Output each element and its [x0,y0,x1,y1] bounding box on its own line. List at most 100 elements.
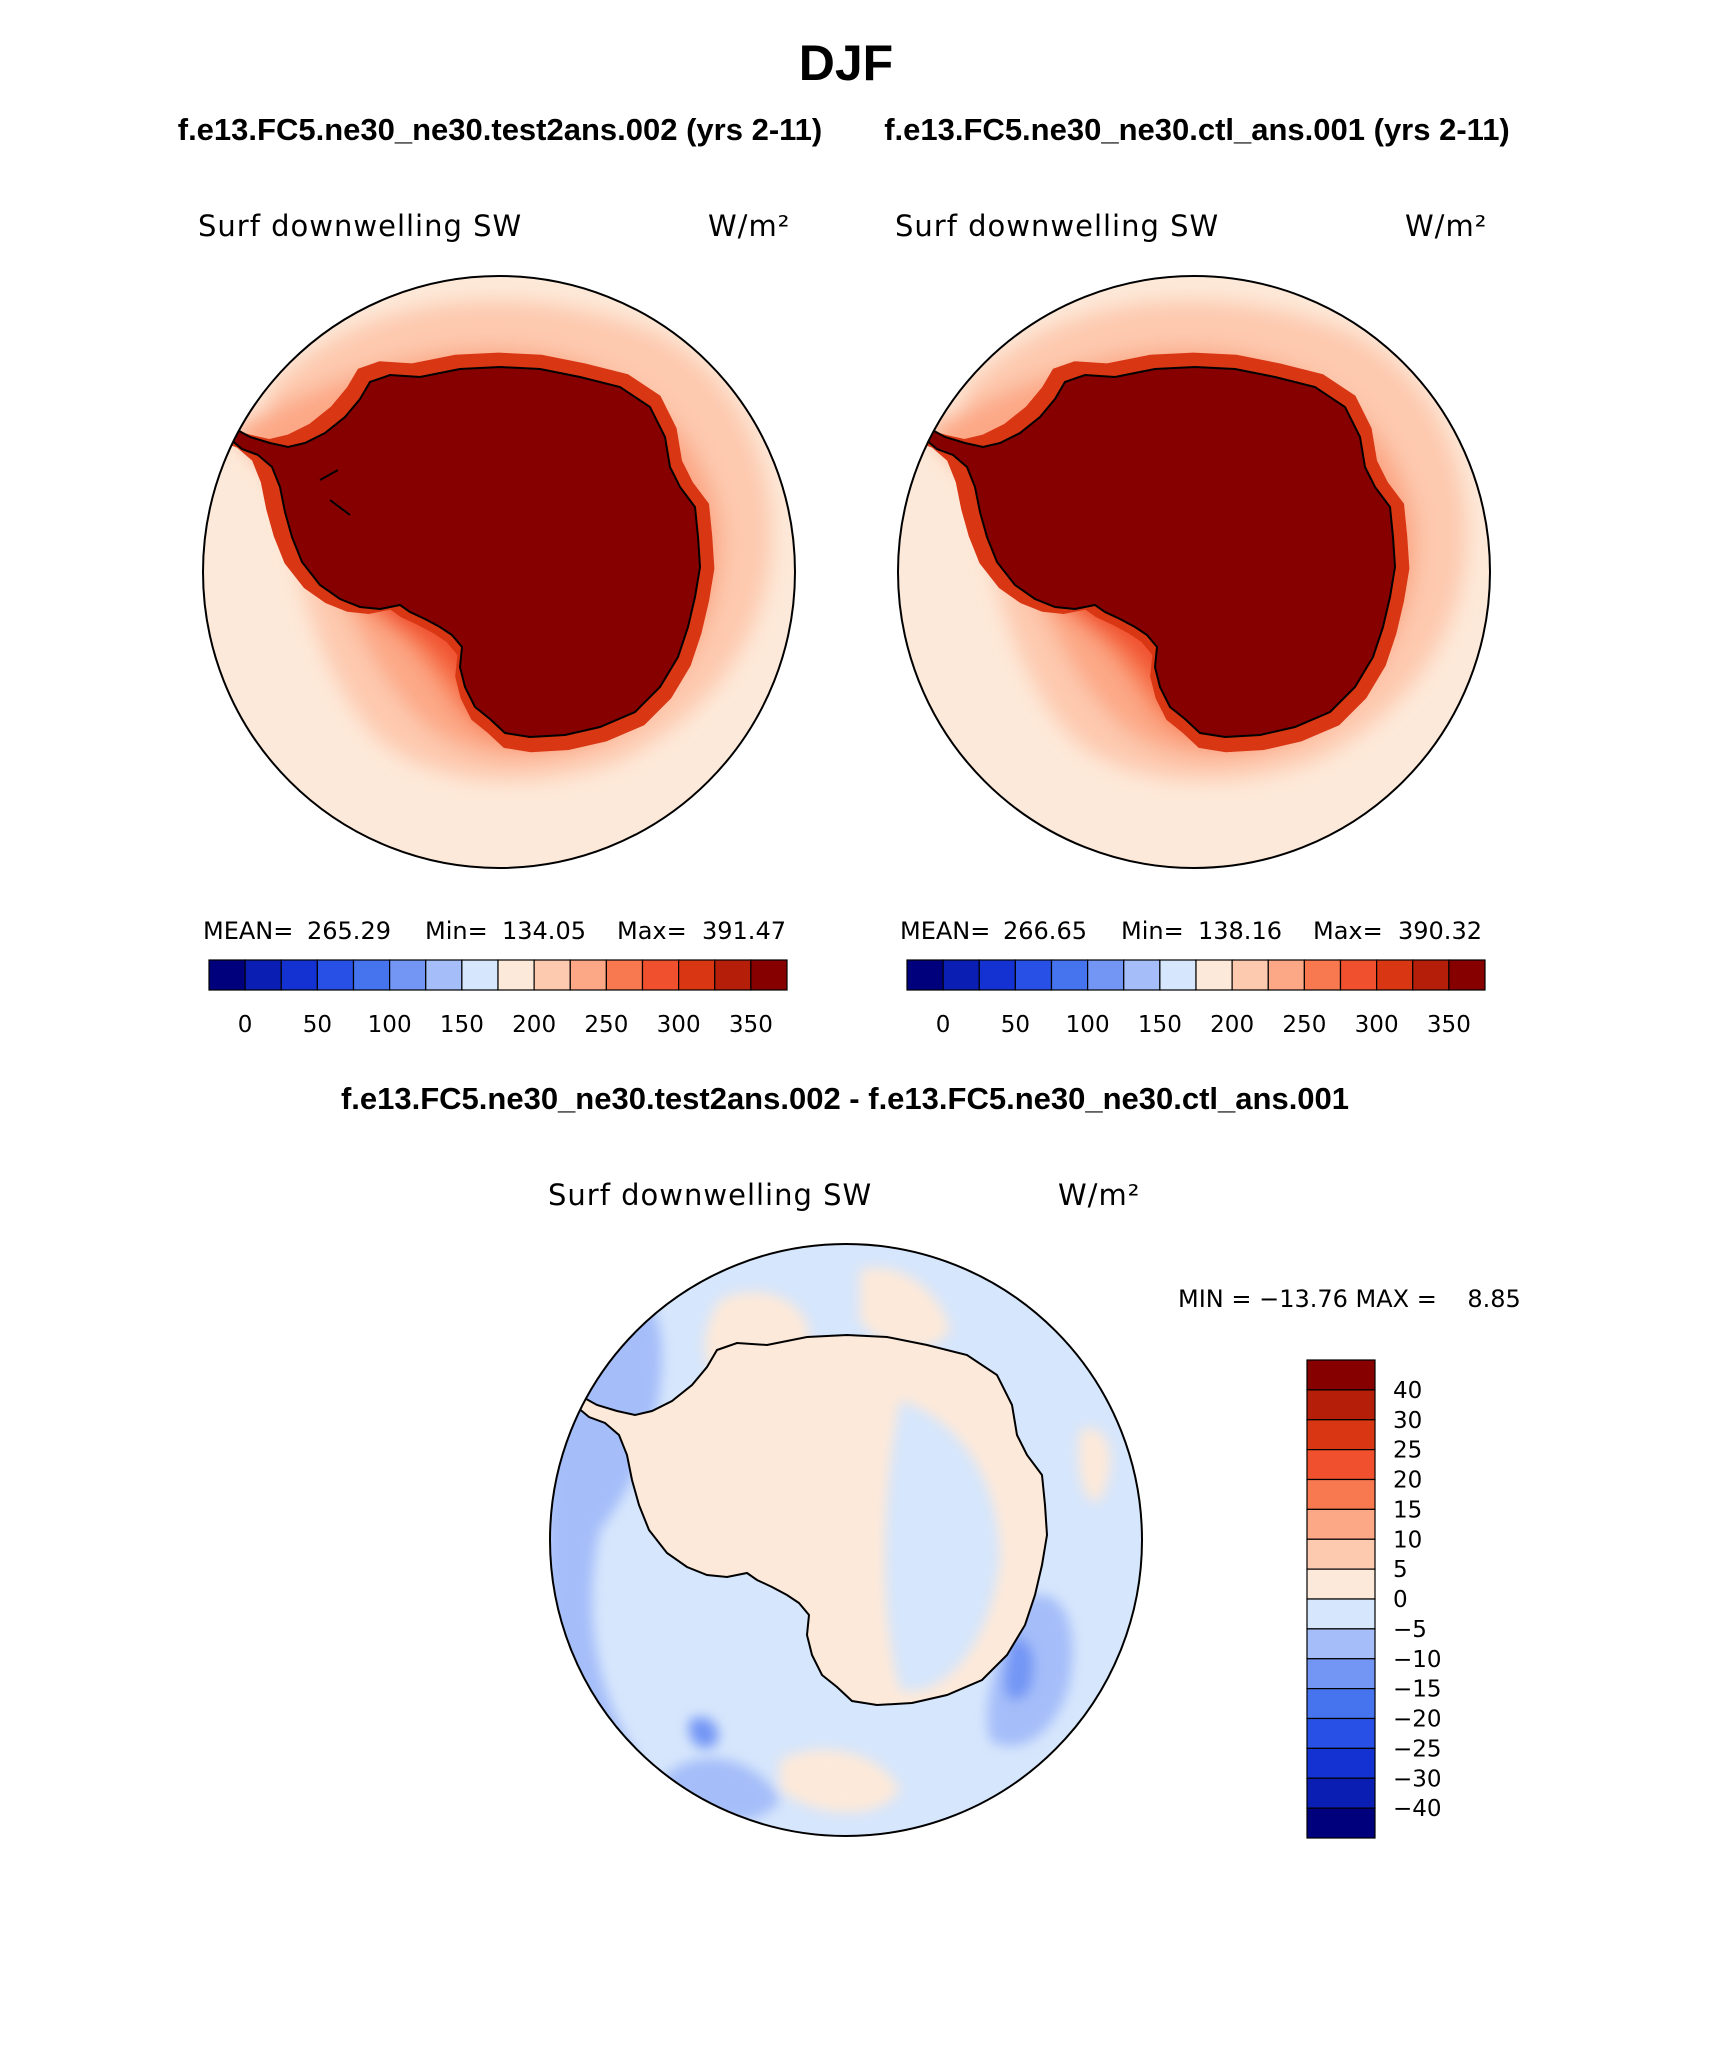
colorbar-tick-label: 0 [1393,1587,1408,1613]
colorbar-control-ticks: 0 50 100 150 200 250 300 350 [936,1012,1471,1038]
colorbar-tick-label: 200 [1210,1012,1254,1038]
colorbar-swatch [1303,959,1342,991]
colorbar-swatch [208,959,246,991]
colorbar-swatch [1376,959,1414,991]
panel-control-max-label: Max= [1313,917,1383,945]
panel-control-variable: Surf downwelling SW [895,209,1219,243]
colorbar-swatch [244,959,282,991]
panel-control-mean-value: 266.65 [1003,917,1087,945]
colorbar-tick-label: 30 [1393,1408,1422,1434]
colorbar-swatch [1306,1598,1376,1630]
colorbar-tick-label: 25 [1393,1438,1422,1464]
colorbar-swatch [569,959,607,991]
panel-test-min-value: 134.05 [502,917,586,945]
colorbar-tick-label: 0 [238,1012,253,1038]
map-difference [550,1244,1142,1836]
colorbar-swatch [641,959,680,991]
colorbar-swatch [1195,959,1233,991]
colorbar-tick-label: −20 [1393,1707,1442,1733]
colorbar-test [208,959,788,991]
colorbar-swatch [1306,1717,1376,1749]
panel-difference: Surf downwelling SW W/m² MIN = −13.76 MA… [548,1178,1521,1839]
colorbar-tick-label: 300 [1355,1012,1399,1038]
colorbar-tick-label: −40 [1393,1796,1442,1822]
colorbar-swatch [533,959,571,991]
colorbar-swatch [316,959,355,991]
colorbar-tick-label: 100 [1066,1012,1110,1038]
panel-test-max-label: Max= [617,917,687,945]
colorbar-control [906,959,1486,991]
colorbar-swatch [1306,1449,1376,1481]
colorbar-difference [1306,1359,1376,1839]
colorbar-tick-label: 250 [1282,1012,1326,1038]
colorbar-swatch [1306,1658,1376,1690]
colorbar-swatch [352,959,391,991]
colorbar-swatch [1306,1419,1376,1451]
colorbar-swatch [714,959,752,991]
colorbar-swatch [1306,1389,1376,1421]
colorbar-swatch [1339,959,1378,991]
colorbar-tick-label: 300 [657,1012,701,1038]
colorbar-swatch [1412,959,1450,991]
colorbar-swatch [1123,959,1161,991]
colorbar-swatch [978,959,1016,991]
colorbar-tick-label: 0 [936,1012,951,1038]
panel-control-mean-label: MEAN= [900,917,990,945]
colorbar-tick-label: 10 [1393,1527,1422,1553]
colorbar-swatch [1306,1628,1376,1660]
colorbar-tick-label: 20 [1393,1468,1422,1494]
colorbar-test-ticks: 0 50 100 150 200 250 300 350 [238,1012,773,1038]
panel-control-max-value: 390.32 [1398,917,1482,945]
panel-test-min-label: Min= [425,917,488,945]
map-test [203,276,795,868]
colorbar-tick-label: 40 [1393,1378,1422,1404]
colorbar-swatch [1306,1688,1376,1720]
panel-test-units: W/m² [708,209,790,243]
panel-difference-variable: Surf downwelling SW [548,1178,872,1212]
season-title: DJF [799,35,893,91]
panel-difference-min-max: MIN = −13.76 MAX = 8.85 [1178,1285,1521,1313]
colorbar-swatch [1050,959,1089,991]
colorbar-swatch [1306,1538,1376,1570]
colorbar-swatch [678,959,716,991]
colorbar-swatch [1306,1478,1376,1510]
panel-control-units: W/m² [1405,209,1487,243]
colorbar-swatch [1267,959,1305,991]
colorbar-tick-label: 100 [368,1012,412,1038]
colorbar-swatch [389,959,427,991]
colorbar-tick-label: −10 [1393,1647,1442,1673]
colorbar-tick-label: 50 [1001,1012,1030,1038]
colorbar-swatch [1014,959,1053,991]
colorbar-swatch [280,959,318,991]
panel-test-mean-label: MEAN= [203,917,293,945]
colorbar-tick-label: −25 [1393,1736,1442,1762]
colorbar-tick-label: 350 [1427,1012,1471,1038]
colorbar-swatch [942,959,980,991]
panel-control-min-label: Min= [1121,917,1184,945]
colorbar-tick-label: 150 [440,1012,484,1038]
colorbar-swatch [497,959,535,991]
panel-test-mean-value: 265.29 [307,917,391,945]
colorbar-swatch [906,959,944,991]
colorbar-tick-label: −30 [1393,1766,1442,1792]
colorbar-swatch [1087,959,1125,991]
colorbar-swatch [1306,1807,1376,1839]
colorbar-tick-label: −15 [1393,1677,1442,1703]
control-case-title: f.e13.FC5.ne30_ne30.ctl_ans.001 (yrs 2-1… [884,112,1510,147]
colorbar-swatch [1306,1568,1376,1600]
map-control [898,276,1490,868]
panel-test-variable: Surf downwelling SW [198,209,522,243]
colorbar-swatch [1306,1359,1376,1391]
colorbar-swatch [1306,1777,1376,1809]
colorbar-tick-label: 50 [303,1012,332,1038]
colorbar-swatch [750,959,788,991]
panel-test-max-value: 391.47 [702,917,786,945]
panel-control-min-value: 138.16 [1198,917,1282,945]
test-case-title: f.e13.FC5.ne30_ne30.test2ans.002 (yrs 2-… [178,112,823,147]
colorbar-difference-ticks: 40 30 25 20 15 10 5 0 −5 −10 −15 −20 −25 −30 −40 [1393,1378,1442,1822]
colorbar-swatch [461,959,499,991]
colorbar-swatch [1306,1747,1376,1779]
colorbar-swatch [1159,959,1197,991]
colorbar-tick-label: 5 [1393,1557,1408,1583]
colorbar-tick-label: 350 [729,1012,773,1038]
